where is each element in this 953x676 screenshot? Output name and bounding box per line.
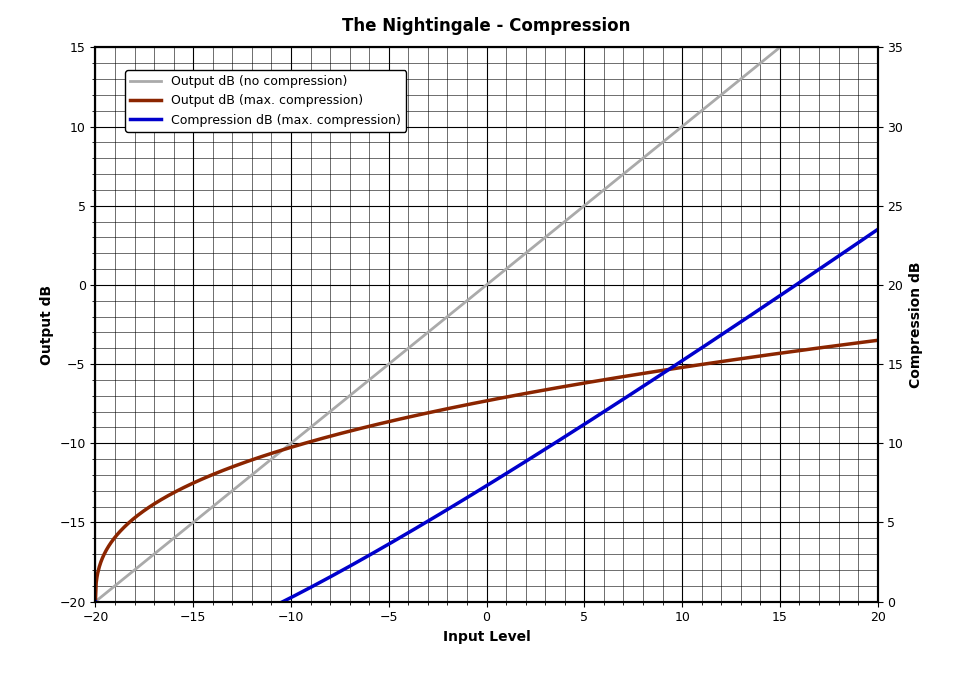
- Output dB (max. compression): [713, 358, 724, 366]
- Output dB (max. compression): [699, 360, 710, 368]
- Line: Output dB (no compression): Output dB (no compression): [95, 0, 877, 602]
- Legend: Output dB (no compression), Output dB (max. compression), Compression dB (max. c: Output dB (no compression), Output dB (m…: [125, 70, 406, 132]
- Output dB (max. compression): [406, 412, 417, 420]
- Compression dB (max. compression): [700, 341, 711, 349]
- Line: Output dB (max. compression): Output dB (max. compression): [95, 340, 877, 602]
- Compression dB (max. compression): [714, 331, 725, 339]
- Compression dB (max. compression): [627, 389, 639, 397]
- Output dB (max. compression): [434, 406, 445, 414]
- Output dB (no compression): [434, 318, 445, 327]
- X-axis label: Input Level: Input Level: [442, 630, 530, 644]
- Compression dB (max. compression): [435, 510, 446, 518]
- Output dB (no compression): [406, 341, 417, 349]
- Compression dB (max. compression): [90, 598, 101, 606]
- Output dB (no compression): [626, 162, 638, 170]
- Output dB (no compression): [713, 92, 724, 100]
- Output dB (no compression): [699, 103, 710, 112]
- Output dB (max. compression): [170, 488, 181, 496]
- Compression dB (max. compression): [171, 642, 182, 650]
- Y-axis label: Output dB: Output dB: [40, 285, 53, 364]
- Output dB (max. compression): [871, 336, 882, 344]
- Compression dB (max. compression): [406, 526, 417, 534]
- Output dB (no compression): [90, 598, 101, 606]
- Title: The Nightingale - Compression: The Nightingale - Compression: [342, 17, 630, 34]
- Line: Compression dB (max. compression): Compression dB (max. compression): [95, 229, 877, 654]
- Compression dB (max. compression): [871, 225, 882, 233]
- Output dB (max. compression): [626, 371, 638, 379]
- Y-axis label: Compression dB: Compression dB: [908, 261, 922, 388]
- Compression dB (max. compression): [129, 650, 140, 658]
- Output dB (max. compression): [90, 598, 101, 606]
- Output dB (no compression): [170, 533, 181, 541]
